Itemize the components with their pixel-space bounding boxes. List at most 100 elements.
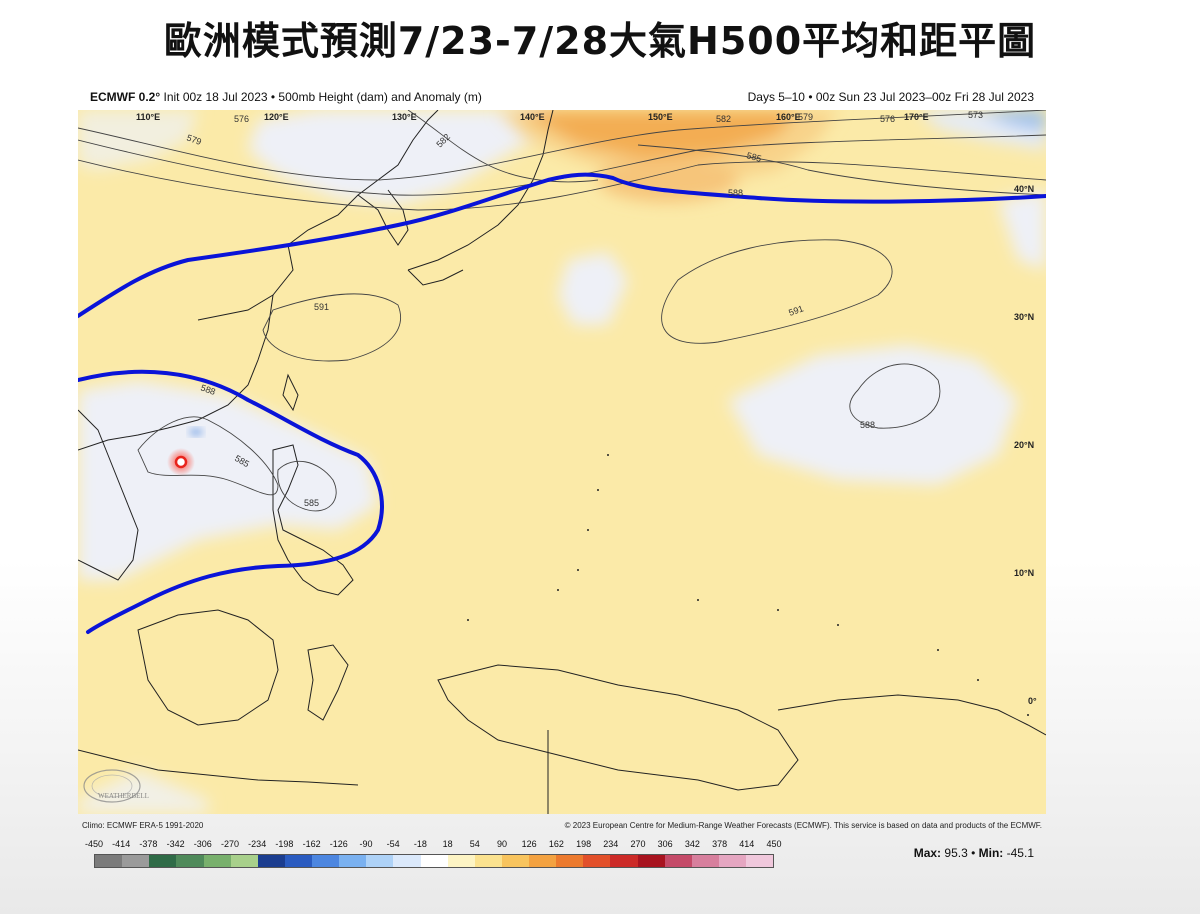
colorbar-tick-label: -198	[275, 839, 294, 849]
region-east-edge	[998, 190, 1046, 270]
region-sw	[78, 770, 208, 814]
colorbar-swatch	[393, 855, 421, 867]
lon-label: 110°E	[136, 112, 160, 122]
contour-label: 591	[787, 303, 805, 318]
contour-label: 573	[968, 110, 983, 120]
region-north-china	[248, 110, 548, 205]
region-orange-tail	[598, 158, 738, 202]
contour-585-scs	[137, 416, 279, 496]
location-marker	[167, 448, 195, 476]
coast-taiwan	[282, 373, 299, 412]
colorbar-tick-label: 306	[657, 839, 673, 849]
colorbar-tick-label: 414	[739, 839, 755, 849]
max-min-readout: Max: 95.3 • Min: -45.1	[914, 846, 1034, 860]
contour-585	[78, 159, 1046, 211]
contour-5880-lines	[78, 172, 1046, 634]
climo-credit: Climo: ECMWF ERA-5 1991-2020	[82, 821, 204, 830]
contour-585b	[637, 144, 1046, 196]
separator-dot: •	[971, 846, 976, 860]
contour-label: 576	[880, 114, 895, 124]
contour-5880-south	[78, 369, 384, 634]
colorbar-tick-label: 162	[548, 839, 564, 849]
colorbar-swatch	[637, 855, 665, 867]
contour-576	[407, 110, 599, 183]
lon-label: 130°E	[392, 112, 417, 122]
longitude-labels: 110°E 120°E 130°E 140°E 150°E 160°E 170°…	[136, 112, 929, 122]
max-value: 95.3	[944, 846, 968, 860]
lon-label: 150°E	[648, 112, 673, 122]
coast-indonesia	[78, 749, 359, 786]
colorbar-swatch	[746, 855, 774, 867]
colorbar-swatch	[95, 855, 123, 867]
colorbar-tick-label: 234	[603, 839, 619, 849]
coast-china-south	[78, 294, 274, 451]
colorbar-swatch	[312, 855, 340, 867]
colorbar-swatch	[420, 855, 448, 867]
positive-anomaly-core	[498, 110, 838, 202]
map-header-left: ECMWF 0.2° Init 00z 18 Jul 2023 • 500mb …	[90, 90, 482, 104]
contour-label: 585	[304, 498, 319, 508]
contour-585-ph	[277, 460, 337, 512]
colorbar-swatch	[664, 855, 692, 867]
coastlines	[78, 110, 1046, 814]
region-mid-pacific	[728, 345, 1018, 485]
contour-label: 579	[185, 132, 203, 147]
colorbar-tick-label: 18	[442, 839, 453, 849]
max-label: Max:	[913, 846, 942, 860]
colorbar-swatch	[203, 855, 231, 867]
colorbar-tick-label: 90	[496, 839, 508, 849]
colorbar-swatch	[718, 855, 746, 867]
colorbar-tick-label: 54	[469, 839, 480, 849]
colorbar-swatch	[447, 855, 475, 867]
contour-label: 591	[314, 302, 329, 312]
min-value: -45.1	[1006, 846, 1034, 860]
contour-591-west	[262, 293, 401, 362]
region-orange-core	[518, 110, 798, 158]
colorbar-tick-label: 270	[630, 839, 646, 849]
lon-label: 120°E	[264, 112, 289, 122]
colorbar-tick-label: -234	[248, 839, 267, 849]
lat-label: 30°N	[1014, 312, 1034, 322]
colorbar-tick-label: -378	[139, 839, 158, 849]
lat-label: 0°	[1028, 696, 1037, 706]
colorbar-swatch	[583, 855, 611, 867]
copyright-notice: © 2023 European Centre for Medium-Range …	[564, 821, 1042, 830]
coast-japan	[407, 110, 554, 271]
coast-luzon	[272, 444, 354, 596]
contour-label: 588	[728, 188, 743, 198]
colorbar-tick-label: 450	[766, 839, 782, 849]
init-and-variable: Init 00z 18 Jul 2023 • 500mb Height (dam…	[163, 90, 482, 104]
colorbar-labels: -450 -414 -378 -342 -306 -270 -234 -198 -162 -126…	[85, 839, 782, 853]
coast-sulawesi	[307, 644, 349, 721]
colorbar-tick-label: -18	[413, 839, 427, 849]
colorbar-swatch	[176, 855, 204, 867]
colorbar-swatch	[339, 855, 367, 867]
colorbar: -450 -414 -378 -342 -306 -270 -234 -198 -162 -126…	[85, 839, 782, 868]
latitude-labels: 40°N 30°N 20°N 10°N 0°	[1014, 184, 1037, 706]
coast-solomon	[777, 694, 1046, 736]
colorbar-tick-label: -450	[84, 839, 104, 849]
colorbar-tick-label: -270	[220, 839, 240, 849]
colorbar-swatch	[149, 855, 177, 867]
weatherbell-logo: WEATHERBELL	[83, 769, 149, 803]
coast-borneo	[137, 609, 279, 726]
contour-label: 585	[745, 150, 762, 164]
colorbar-tick-label: 342	[684, 839, 700, 849]
colorbar-strip	[94, 854, 774, 868]
colorbar-swatch	[529, 855, 557, 867]
lon-label: 170°E	[904, 112, 929, 122]
pacific-islands	[467, 454, 1029, 716]
colorbar-swatch	[610, 855, 638, 867]
contour-label: 582	[716, 114, 731, 124]
contour-label: 588	[199, 382, 217, 397]
slide-title: 歐洲模式預測7/23-7/28大氣H500平均和距平圖	[163, 19, 1037, 63]
colorbar-swatch	[556, 855, 584, 867]
colorbar-tick-label: -126	[329, 839, 348, 849]
colorbar-tick-label: -90	[359, 839, 373, 849]
model-name: ECMWF 0.2°	[90, 90, 161, 104]
contour-588	[849, 363, 941, 429]
colorbar-swatch	[501, 855, 529, 867]
colorbar-swatch	[691, 855, 719, 867]
colorbar-swatch	[284, 855, 312, 867]
colorbar-tick-label: -414	[112, 839, 131, 849]
